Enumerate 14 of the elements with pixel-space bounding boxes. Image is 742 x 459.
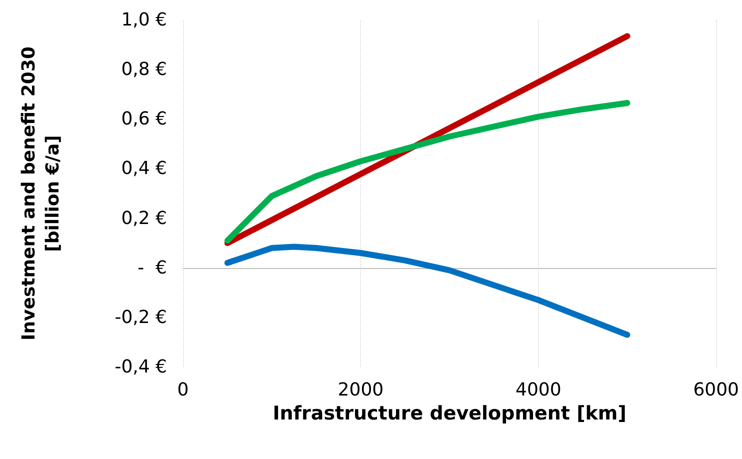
x-tick-label: 6000 [693, 380, 739, 400]
x-tick-label: 0 [177, 380, 189, 400]
y-tick-label: - € [138, 257, 167, 278]
y-tick-label: 0,4 € [121, 158, 167, 180]
y-tick-label: 0,8 € [121, 59, 167, 80]
x-axis-title: Infrastructure development [km] [272, 402, 626, 424]
y-tick-label: 0,6 € [121, 108, 167, 130]
y-tick-label: -0,4 € [114, 356, 167, 378]
y-axis-title: Investment and benefit 2030 [billion €/a] [18, 46, 64, 340]
x-tick-label: 2000 [338, 380, 384, 400]
y-tick-label: 1,0 € [121, 10, 167, 30]
x-tick-label: 4000 [515, 380, 562, 400]
y-tick-label: -0,2 € [114, 306, 167, 328]
y-tick-label: 0,2 € [121, 208, 167, 229]
